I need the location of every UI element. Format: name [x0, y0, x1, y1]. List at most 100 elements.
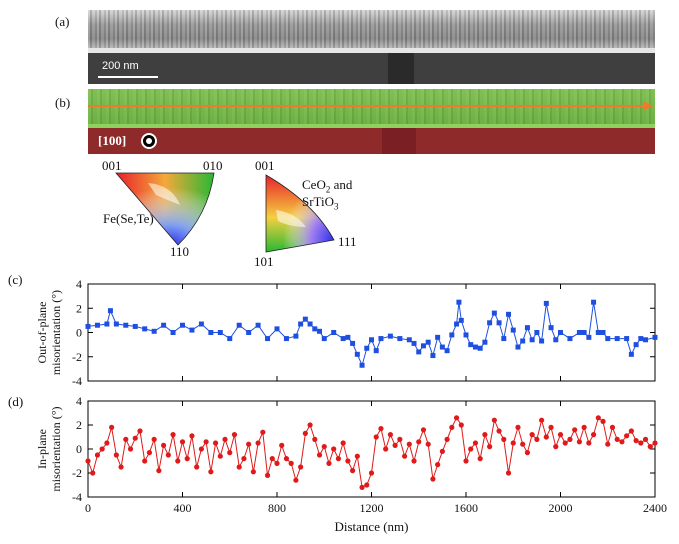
panel-label-d: (d) [8, 394, 24, 409]
ip-data-point [274, 460, 280, 466]
ip-data-point [236, 464, 242, 470]
ip-data-point [118, 464, 124, 470]
tem-interface [88, 48, 655, 53]
ip-data-point [246, 441, 252, 447]
ip-data-point [425, 441, 431, 447]
ip-axes-frame [87, 400, 656, 498]
oop-data-point [496, 320, 502, 326]
ip-data-point [642, 436, 649, 442]
oop-y-tick-label: 0 [76, 326, 82, 340]
ebsd-substrate-feature [382, 128, 416, 154]
ip-data-point [463, 458, 469, 464]
ip-plot: 0 400 800 1200 1600 2000 2400 4 2 0 -2 -4 In-plane mi… [35, 394, 667, 534]
oop-data-point [524, 325, 530, 331]
ip-data-point [609, 424, 616, 430]
ip-data-point [312, 436, 318, 442]
ipf-left-corner-010: 010 [203, 158, 223, 173]
oop-data-point [340, 336, 346, 342]
ip-data-point [510, 440, 516, 446]
ip-y-axis-label-line2: misorientation (°) [49, 406, 63, 491]
ip-data-point [137, 428, 143, 434]
ip-x-tick-label: 800 [268, 501, 286, 515]
oop-data-point [416, 349, 422, 355]
ip-data-point [444, 436, 450, 442]
oop-data-point [643, 337, 649, 343]
oop-data-point [425, 339, 431, 345]
oop-data-point [217, 330, 223, 335]
ip-data-point [562, 440, 568, 446]
ip-data-point [99, 446, 105, 452]
ip-data-point [624, 433, 630, 439]
ip-data-point [250, 469, 256, 475]
ipf-right-corner-111: 111 [338, 234, 357, 249]
ip-data-point [269, 456, 275, 462]
oop-y-tick-label: 4 [76, 277, 82, 291]
oop-data-point [553, 337, 559, 343]
oop-data-point [113, 321, 119, 327]
ip-data-point [345, 458, 351, 464]
oop-data-point [208, 330, 214, 335]
ip-data-point [222, 436, 228, 442]
ip-data-point [260, 429, 266, 435]
oop-data-point [576, 330, 582, 335]
oop-data-point [104, 321, 110, 327]
oop-data-point [369, 337, 374, 343]
ipf-left-corner-001: 001 [102, 158, 122, 173]
oop-data-point [107, 308, 113, 314]
oop-y-tick-label: 2 [76, 301, 82, 315]
oop-data-point [227, 336, 233, 342]
ip-data-point [411, 458, 417, 464]
oop-plot: 4 2 0 -2 -4 Out-of-plane misorientation (°) [35, 277, 658, 388]
oop-data-point [265, 336, 271, 342]
ip-data-point [288, 460, 294, 466]
ip-data-point [458, 422, 464, 428]
ip-data-point [652, 440, 658, 446]
ip-data-point [340, 440, 346, 446]
ip-data-point [184, 456, 190, 462]
oop-data-point [529, 337, 535, 343]
ip-data-point [383, 446, 389, 452]
oop-data-point [378, 336, 384, 342]
ip-data-point [302, 430, 308, 436]
ip-series-line [87, 416, 656, 489]
ipf-color-keys [115, 172, 335, 253]
ip-data-point [487, 444, 493, 450]
ip-data-point [453, 415, 460, 421]
direction-label: [100] [98, 133, 127, 148]
ip-data-point [321, 444, 327, 450]
ip-data-point [208, 469, 214, 475]
oop-data-point [387, 333, 393, 339]
oop-data-point [449, 332, 455, 338]
panel-label-c: (c) [8, 272, 23, 287]
oop-data-point [132, 323, 138, 329]
ip-data-point [600, 418, 606, 424]
ip-data-point [505, 470, 512, 476]
oop-data-point [633, 342, 639, 348]
oop-data-point [515, 344, 521, 350]
ip-data-point [151, 436, 157, 442]
out-of-page-direction-icon [141, 133, 157, 149]
oop-data-point [312, 326, 318, 332]
ebsd-interface-band [88, 124, 655, 128]
oop-data-point [298, 321, 304, 327]
oop-data-point [170, 330, 176, 335]
ip-data-point [146, 450, 153, 456]
oop-data-point [600, 330, 606, 335]
ipf-triangle-right [265, 174, 335, 253]
ip-data-point [217, 453, 223, 459]
ebsd-film-layer [88, 89, 655, 125]
ip-data-point [109, 424, 115, 430]
ip-data-point [331, 446, 337, 452]
ip-data-point [231, 432, 238, 438]
ip-data-point [283, 456, 290, 462]
ip-x-tick-label: 0 [85, 501, 91, 515]
oop-data-point [510, 327, 516, 333]
ip-data-point [576, 439, 583, 445]
ip-data-point [581, 424, 587, 430]
ip-data-point [420, 427, 427, 433]
scale-bar-label: 200 nm [102, 60, 139, 72]
oop-data-point [591, 299, 597, 305]
ip-data-point [165, 452, 171, 458]
ip-data-point [638, 440, 644, 446]
